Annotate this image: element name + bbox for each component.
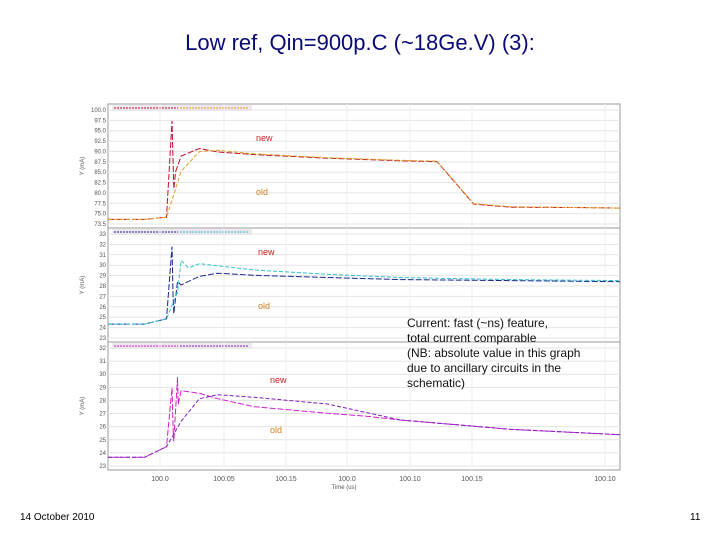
y-tick-label: 85.0 [94,170,106,176]
y-tick-label: 28 [99,398,106,404]
y-tick-label: 28 [99,284,106,290]
x-tick-label: 100.0 [338,476,356,483]
annotation-line: schematic) [407,376,466,390]
y-tick-label: 23 [99,464,106,470]
y-tick-label: 24 [99,326,106,332]
y-axis-label: Y (mA) [80,157,86,176]
series-line-new [108,377,621,458]
y-tick-label: 77.5 [94,201,106,207]
series-label-new: new [256,133,273,143]
chart-panel: 33 32 31 30 29 28 27 26 25 24 23 Y (mA) new old [80,227,621,343]
y-tick-label: 92.5 [94,139,106,145]
chart-panel: 100.0 97.5 95.0 92.5 90.0 87.5 85.0 82.5 80.0 77.… [80,103,621,229]
y-tick-label: 30 [99,263,106,269]
y-tick-label: 90.0 [94,149,106,155]
y-tick-label: 30 [99,372,106,378]
y-tick-label: 29 [99,385,106,391]
footer-date: 14 October 2010 [20,512,95,523]
series-label-old: old [270,425,282,435]
x-axis-label: Time (us) [331,485,356,491]
y-axis-label: Y (mA) [80,397,86,416]
y-tick-label: 24 [99,451,106,457]
y-tick-label: 87.5 [94,160,106,166]
series-line-old [108,394,621,458]
y-tick-label: 100.0 [91,108,107,114]
y-tick-label: 26 [99,305,106,311]
y-tick-label: 31 [99,359,106,365]
y-tick-label: 29 [99,274,106,280]
x-tick-label: 100.05 [213,476,235,483]
slide-title: Low ref, Qin=900p.C (~18Ge.V) (3): [185,30,535,55]
series-line-old [108,149,621,220]
x-tick-label: 100.15 [461,476,483,483]
y-tick-label: 73.5 [94,222,106,228]
annotation-line: (NB: absolute value in this graph [407,346,581,360]
y-tick-label: 32 [99,242,106,248]
y-axis-label: Y (mA) [80,276,86,295]
y-tick-label: 80.0 [94,191,106,197]
y-tick-label: 23 [99,336,106,342]
y-tick-label: 82.5 [94,181,106,187]
series-label-old: old [256,187,268,197]
x-tick-label: 100.0 [151,476,169,483]
page-number: 11 [690,512,701,523]
annotation-note: Current: fast (~ns) feature, total curre… [407,316,622,391]
series-line-new [108,246,621,325]
chart-panel: 32 31 30 29 28 27 26 25 24 23 Y (mA) new old 100.0 100… [80,341,621,491]
x-tick-label: 100.15 [275,476,297,483]
x-tick-label: 100.10 [399,476,421,483]
x-tick-label: 100.10 [594,476,616,483]
y-tick-label: 31 [99,253,106,259]
y-tick-label: 27 [99,294,106,300]
series-line-old [108,259,621,325]
y-tick-label: 75.0 [94,212,106,218]
series-label-old: old [258,301,270,311]
y-tick-label: 26 [99,425,106,431]
y-tick-label: 33 [99,232,106,238]
series-label-new: new [270,375,287,385]
annotation-line: total current comparable [407,331,537,345]
y-tick-label: 27 [99,412,106,418]
y-tick-label: 97.5 [94,118,106,124]
annotation-line: due to ancillary circuits in the [407,361,562,375]
y-tick-label: 95.0 [94,129,106,135]
y-tick-label: 32 [99,346,106,352]
y-tick-label: 25 [99,315,106,321]
series-label-new: new [258,247,275,257]
plot-frame [107,103,621,229]
annotation-line: Current: fast (~ns) feature, [407,316,549,330]
plot-frame [107,227,621,343]
y-tick-label: 25 [99,438,106,444]
